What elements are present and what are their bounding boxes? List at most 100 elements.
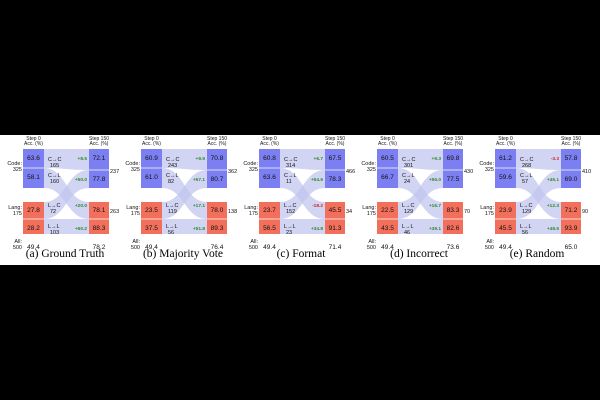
flow-count-c-c: 301 xyxy=(404,163,413,169)
delta-code-bottom: +57.1 xyxy=(193,177,205,183)
bar-code-step150 xyxy=(207,149,227,188)
flow-label-l-l: L→L xyxy=(48,224,60,230)
delta-lang-bottom: +48.5 xyxy=(547,226,559,232)
total-code-step150: 237 xyxy=(110,169,119,175)
row-count-code: 325 xyxy=(131,167,140,173)
col-header-step0: Step 0 xyxy=(26,136,41,142)
col-header-step150-unit: Acc. (%) xyxy=(326,141,345,147)
flow-label-c-l: C→L xyxy=(520,173,533,179)
value-code-step150-top: 70.8 xyxy=(211,155,224,162)
col-header-step150-unit: Acc. (%) xyxy=(444,141,463,147)
value-lang-step150-top: 78.1 xyxy=(93,207,106,214)
col-header-step0: Step 0 xyxy=(380,136,395,142)
value-lang-step150-top: 71.2 xyxy=(565,207,578,214)
delta-lang-bottom: +39.1 xyxy=(429,226,441,232)
col-header-step150: Step 150 xyxy=(443,136,463,142)
value-lang-step150-top: 83.3 xyxy=(447,207,460,214)
subplot-caption: (b) Majority Vote xyxy=(143,248,223,260)
flow-count-l-c: 129 xyxy=(522,209,531,215)
value-lang-step0-bottom: 37.5 xyxy=(145,225,158,232)
row-count-all: 500 xyxy=(367,245,376,251)
value-all-step150: 73.6 xyxy=(447,244,460,251)
value-code-step0-bottom: 63.6 xyxy=(263,174,276,181)
col-header-step0-unit: Acc. (%) xyxy=(142,141,161,147)
bar-lang-step0 xyxy=(23,202,44,234)
delta-lang-top: +20.0 xyxy=(75,203,87,209)
delta-code-top: -3.3 xyxy=(551,156,560,162)
col-header-step0-unit: Acc. (%) xyxy=(496,141,515,147)
flow-label-c-l: C→L xyxy=(166,173,179,179)
row-count-code: 325 xyxy=(367,167,376,173)
row-label-lang: Lang: xyxy=(480,205,494,211)
value-code-step150-bottom: 69.0 xyxy=(565,176,578,183)
value-lang-step150-bottom: 93.9 xyxy=(565,225,578,232)
flow-label-c-c: C→C xyxy=(402,157,415,163)
flow-c-c xyxy=(516,149,561,170)
bar-code-step150 xyxy=(325,149,345,188)
flow-count-l-l: 56 xyxy=(168,230,174,236)
total-lang-step150: 263 xyxy=(110,209,119,215)
flow-count-c-l: 82 xyxy=(168,179,174,185)
bar-lang-step0 xyxy=(495,202,516,234)
value-code-step0-top: 61.2 xyxy=(499,155,512,162)
total-lang-step150: 90 xyxy=(582,209,588,215)
row-count-lang: 175 xyxy=(485,211,494,217)
subplot-caption: (c) Format xyxy=(277,248,327,260)
flow-count-c-c: 243 xyxy=(168,163,177,169)
value-code-step0-top: 60.8 xyxy=(263,155,276,162)
subplot-caption: (a) Ground Truth xyxy=(26,248,105,260)
flow-label-l-c: L→C xyxy=(520,203,533,209)
value-code-step0-top: 60.5 xyxy=(381,155,394,162)
value-lang-step0-top: 23.7 xyxy=(263,207,276,214)
total-code-step150: 466 xyxy=(346,169,355,175)
value-lang-step150-top: 45.5 xyxy=(329,207,342,214)
flow-label-c-l: C→L xyxy=(284,173,297,179)
value-code-step0-bottom: 61.0 xyxy=(145,174,158,181)
value-code-step150-bottom: 80.7 xyxy=(211,176,224,183)
delta-lang-top: +12.3 xyxy=(547,203,559,209)
row-count-code: 325 xyxy=(485,167,494,173)
value-code-step150-top: 57.8 xyxy=(565,155,578,162)
flow-count-c-c: 268 xyxy=(522,163,531,169)
value-lang-step0-top: 27.8 xyxy=(27,207,40,214)
value-all-step150: 71.4 xyxy=(329,244,342,251)
total-code-step150: 430 xyxy=(464,169,473,175)
row-count-lang: 175 xyxy=(13,211,22,217)
value-all-step0: 49.4 xyxy=(145,244,158,251)
row-label-all: All: xyxy=(132,239,140,245)
total-lang-step150: 70 xyxy=(464,209,470,215)
row-label-code: Code: xyxy=(479,161,494,167)
bar-code-step150 xyxy=(443,149,463,188)
flow-label-l-l: L→L xyxy=(284,224,296,230)
row-count-code: 325 xyxy=(13,167,22,173)
total-lang-step150: 34 xyxy=(346,209,352,215)
flow-l-l xyxy=(516,219,561,234)
value-lang-step150-top: 78.0 xyxy=(211,207,224,214)
value-lang-step150-bottom: 88.3 xyxy=(93,225,106,232)
flow-label-l-c: L→C xyxy=(166,203,179,209)
flow-count-c-l: 24 xyxy=(404,179,410,185)
bar-code-step0 xyxy=(377,149,398,188)
col-header-step0-unit: Acc. (%) xyxy=(24,141,43,147)
delta-code-top: +6.7 xyxy=(314,156,324,162)
flow-l-l xyxy=(162,219,207,234)
value-all-step0: 49.4 xyxy=(263,244,276,251)
flow-count-l-l: 23 xyxy=(286,230,292,236)
delta-code-top: +9.3 xyxy=(432,156,442,162)
flow-label-c-c: C→C xyxy=(520,157,533,163)
flow-label-c-l: C→L xyxy=(402,173,415,179)
flow-c-c xyxy=(398,149,443,170)
bar-lang-step0 xyxy=(259,202,280,234)
row-count-all: 500 xyxy=(13,245,22,251)
flow-label-c-c: C→C xyxy=(48,157,61,163)
value-lang-step0-bottom: 45.5 xyxy=(499,225,512,232)
value-lang-step0-bottom: 43.5 xyxy=(381,225,394,232)
delta-lang-bottom: +51.8 xyxy=(193,226,205,232)
total-lang-step150: 138 xyxy=(228,209,237,215)
flow-label-l-c: L→C xyxy=(48,203,61,209)
row-label-all: All: xyxy=(14,239,22,245)
value-all-step0: 49.4 xyxy=(27,244,40,251)
flow-l-c xyxy=(280,170,325,219)
flow-count-c-l: 11 xyxy=(286,179,292,185)
